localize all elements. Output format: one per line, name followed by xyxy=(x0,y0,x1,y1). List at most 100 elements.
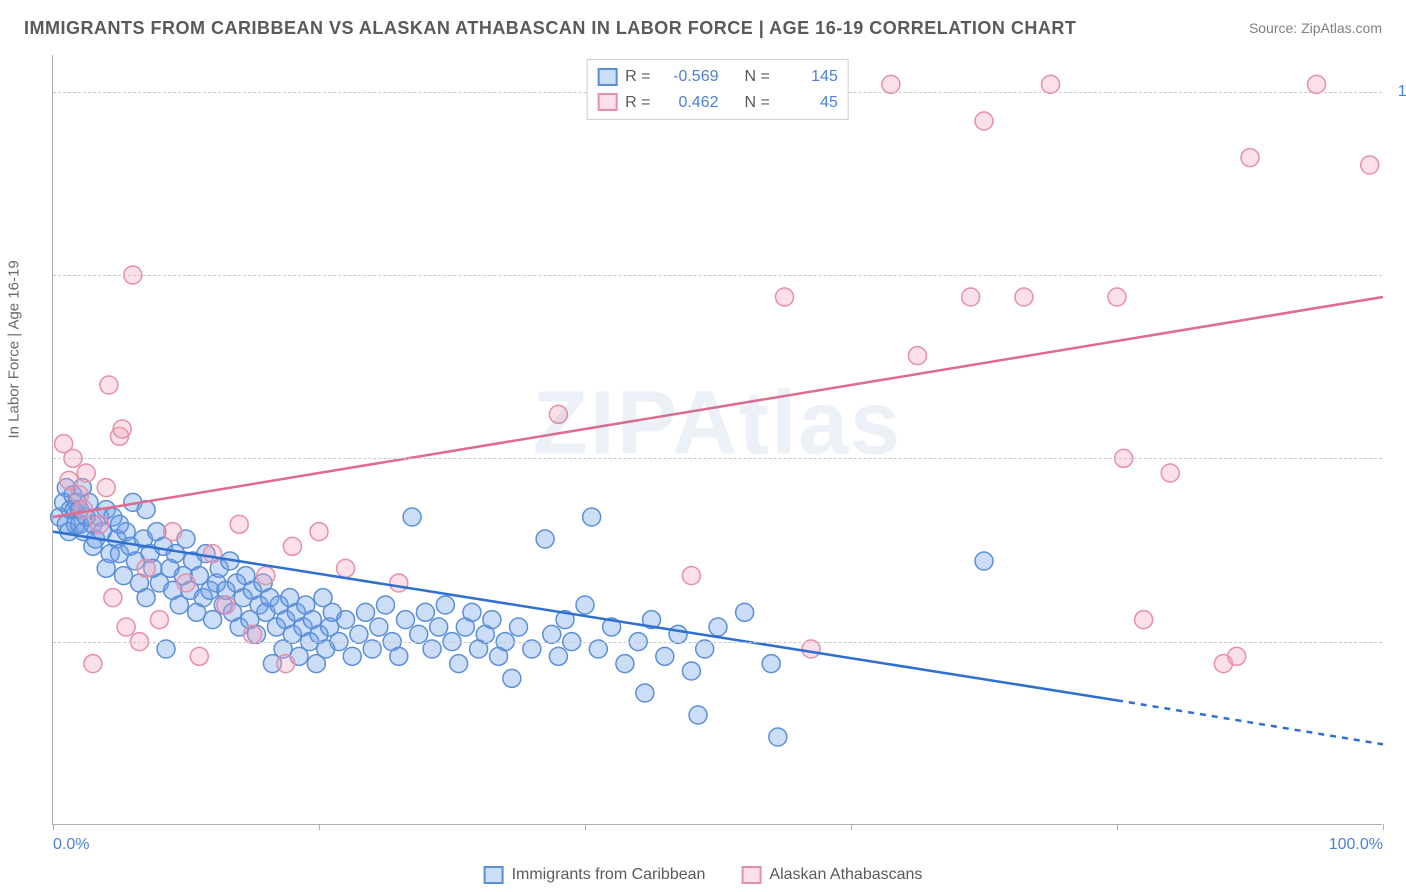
scatter-point xyxy=(77,464,95,482)
scatter-point xyxy=(549,647,567,665)
scatter-point xyxy=(975,112,993,130)
scatter-point xyxy=(377,596,395,614)
scatter-point xyxy=(549,405,567,423)
scatter-point xyxy=(97,479,115,497)
scatter-point xyxy=(177,574,195,592)
scatter-point xyxy=(357,603,375,621)
swatch-blue xyxy=(484,866,504,884)
scatter-point xyxy=(257,567,275,585)
scatter-point xyxy=(583,508,601,526)
swatch-pink xyxy=(597,93,617,111)
scatter-point xyxy=(689,706,707,724)
scatter-point xyxy=(396,611,414,629)
scatter-point xyxy=(343,647,361,665)
x-tick-label: 0.0% xyxy=(53,836,89,854)
x-tick-mark xyxy=(53,824,54,830)
x-tick-mark xyxy=(1383,824,1384,830)
scatter-point xyxy=(450,655,468,673)
scatter-point xyxy=(736,603,754,621)
scatter-point xyxy=(423,640,441,658)
trend-line xyxy=(53,297,1383,517)
x-tick-mark xyxy=(1117,824,1118,830)
scatter-point xyxy=(244,625,262,643)
scatter-svg xyxy=(53,55,1382,824)
scatter-point xyxy=(390,574,408,592)
scatter-point xyxy=(510,618,528,636)
swatch-pink xyxy=(741,866,761,884)
scatter-point xyxy=(416,603,434,621)
r-label: R = xyxy=(625,90,650,116)
scatter-point xyxy=(909,347,927,365)
scatter-point xyxy=(762,655,780,673)
scatter-point xyxy=(137,589,155,607)
gridline xyxy=(53,642,1382,643)
scatter-point xyxy=(104,589,122,607)
scatter-point xyxy=(337,611,355,629)
scatter-point xyxy=(350,625,368,643)
gridline xyxy=(53,458,1382,459)
trend-line-dashed xyxy=(1117,700,1383,744)
scatter-point xyxy=(576,596,594,614)
legend-item: Immigrants from Caribbean xyxy=(484,866,706,884)
scatter-point xyxy=(113,420,131,438)
scatter-point xyxy=(164,523,182,541)
scatter-point xyxy=(337,559,355,577)
gridline xyxy=(53,275,1382,276)
scatter-point xyxy=(882,75,900,93)
scatter-point xyxy=(709,618,727,636)
scatter-point xyxy=(1108,288,1126,306)
series-legend: Immigrants from Caribbean Alaskan Athaba… xyxy=(484,866,923,884)
scatter-point xyxy=(682,662,700,680)
r-label: R = xyxy=(625,64,650,90)
scatter-point xyxy=(589,640,607,658)
scatter-point xyxy=(310,523,328,541)
chart-plot-area: ZIPAtlas R = -0.569 N = 145 R = 0.462 N … xyxy=(52,55,1382,825)
y-tick-label: 75.0% xyxy=(1390,266,1406,284)
scatter-point xyxy=(483,611,501,629)
x-tick-mark xyxy=(585,824,586,830)
scatter-point xyxy=(403,508,421,526)
scatter-point xyxy=(84,655,102,673)
scatter-point xyxy=(204,545,222,563)
scatter-point xyxy=(802,640,820,658)
x-tick-mark xyxy=(319,824,320,830)
n-label: N = xyxy=(745,64,770,90)
scatter-point xyxy=(157,640,175,658)
scatter-point xyxy=(616,655,634,673)
source-label: Source: ZipAtlas.com xyxy=(1249,20,1382,36)
scatter-point xyxy=(1161,464,1179,482)
scatter-point xyxy=(137,559,155,577)
x-tick-label: 100.0% xyxy=(1329,836,1383,854)
scatter-point xyxy=(91,515,109,533)
scatter-point xyxy=(975,552,993,570)
scatter-point xyxy=(230,515,248,533)
scatter-point xyxy=(277,655,295,673)
scatter-point xyxy=(217,596,235,614)
y-tick-label: 50.0% xyxy=(1390,449,1406,467)
legend-label: Immigrants from Caribbean xyxy=(512,866,706,884)
scatter-point xyxy=(370,618,388,636)
scatter-point xyxy=(769,728,787,746)
r-value: 0.462 xyxy=(659,90,719,116)
scatter-point xyxy=(696,640,714,658)
x-tick-mark xyxy=(851,824,852,830)
scatter-point xyxy=(1015,288,1033,306)
scatter-point xyxy=(283,537,301,555)
swatch-blue xyxy=(597,68,617,86)
chart-title: IMMIGRANTS FROM CARIBBEAN VS ALASKAN ATH… xyxy=(24,18,1076,39)
legend-item: Alaskan Athabascans xyxy=(741,866,922,884)
legend-label: Alaskan Athabascans xyxy=(769,866,922,884)
n-value: 145 xyxy=(778,64,838,90)
scatter-point xyxy=(150,611,168,629)
scatter-point xyxy=(656,647,674,665)
scatter-point xyxy=(962,288,980,306)
scatter-point xyxy=(636,684,654,702)
scatter-point xyxy=(100,376,118,394)
scatter-point xyxy=(1135,611,1153,629)
n-value: 45 xyxy=(778,90,838,116)
n-label: N = xyxy=(745,90,770,116)
scatter-point xyxy=(503,669,521,687)
scatter-point xyxy=(430,618,448,636)
scatter-point xyxy=(463,603,481,621)
scatter-point xyxy=(536,530,554,548)
